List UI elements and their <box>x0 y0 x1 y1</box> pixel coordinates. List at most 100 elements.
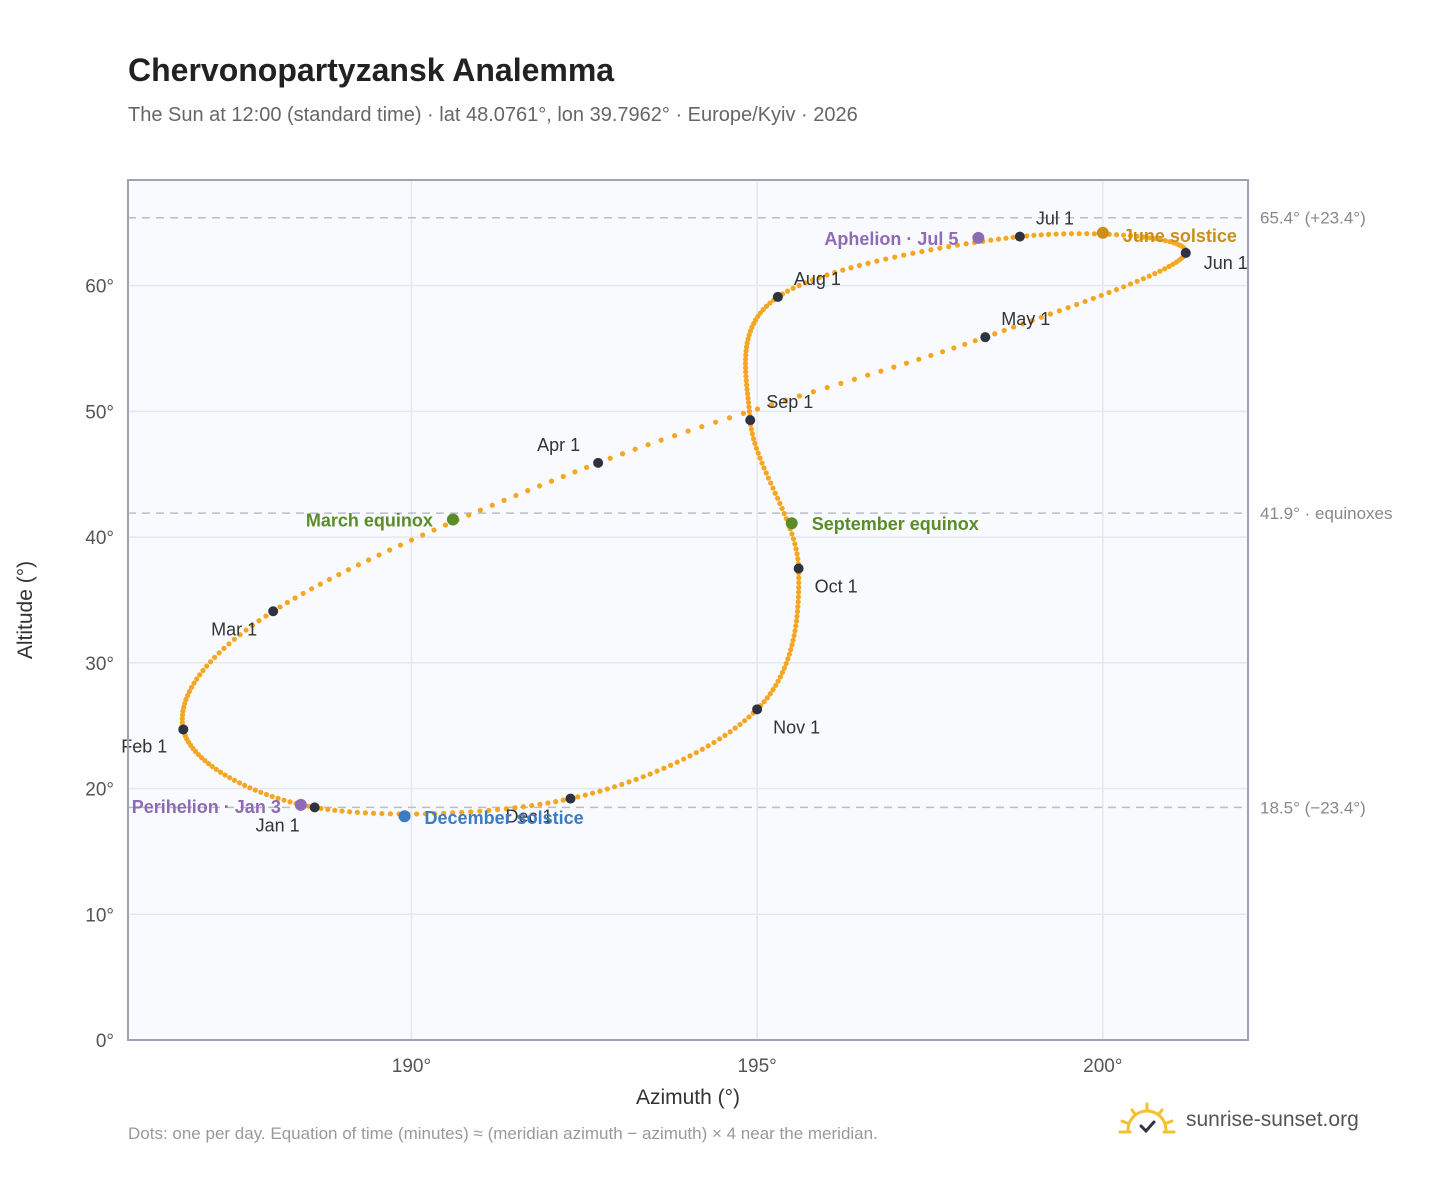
daily-dot <box>197 672 203 678</box>
daily-dot <box>339 808 345 814</box>
month-dot <box>1014 231 1025 242</box>
daily-dot <box>560 797 566 803</box>
daily-dot <box>740 410 747 416</box>
daily-dot <box>668 762 674 768</box>
daily-dot <box>397 542 404 548</box>
daily-dot <box>910 250 916 256</box>
daily-dot <box>770 485 776 491</box>
month-label: Feb 1 <box>121 736 167 756</box>
daily-dot <box>792 628 798 634</box>
daily-dot <box>263 791 270 798</box>
month-label: Jul 1 <box>1036 209 1074 229</box>
daily-dot <box>705 743 711 749</box>
daily-dot <box>732 725 738 731</box>
chart-title: Chervonopartyzansk Analemma <box>128 52 615 88</box>
daily-dot <box>572 469 578 475</box>
daily-dot <box>988 237 994 243</box>
daily-dot <box>757 455 763 461</box>
daily-dot <box>716 736 723 742</box>
brand[interactable]: sunrise-sunset.org <box>1118 1102 1359 1138</box>
daily-dot <box>768 402 775 408</box>
daily-dot <box>928 352 934 359</box>
daily-dot <box>742 356 749 362</box>
daily-dot <box>182 700 188 707</box>
daily-dot <box>583 464 590 470</box>
daily-dot <box>1146 273 1152 279</box>
daily-dot <box>582 792 588 798</box>
daily-dot <box>792 541 798 547</box>
brand-name: sunrise-sunset.org <box>1186 1108 1359 1131</box>
daily-dot <box>777 674 783 680</box>
month-label: Apr 1 <box>537 435 580 455</box>
daily-dot <box>1121 284 1127 290</box>
daily-dot <box>750 436 757 442</box>
daily-dot <box>992 331 998 337</box>
month-label: Sep 1 <box>766 392 813 412</box>
daily-dot <box>796 589 802 595</box>
daily-dot <box>783 660 789 667</box>
daily-dot <box>838 380 844 386</box>
daily-dot <box>501 497 507 503</box>
daily-dot <box>537 801 543 807</box>
daily-dot <box>772 490 778 496</box>
daily-dot <box>816 274 823 281</box>
daily-dot <box>790 285 796 291</box>
daily-dot <box>252 787 258 793</box>
x-axis-title: Azimuth (°) <box>636 1086 740 1109</box>
daily-dot <box>1127 233 1134 239</box>
daily-dot <box>745 336 751 342</box>
daily-dot <box>654 768 660 774</box>
daily-dot <box>794 551 800 557</box>
daily-dot <box>179 719 185 725</box>
daily-dot <box>209 763 215 770</box>
daily-dot <box>423 811 429 817</box>
daily-dot <box>258 789 264 795</box>
daily-dot <box>1074 301 1080 308</box>
daily-dot <box>903 360 910 366</box>
daily-dot <box>231 777 238 783</box>
event-dot <box>972 231 985 244</box>
daily-dot <box>1029 317 1035 324</box>
daily-dot <box>640 774 646 780</box>
event-label: March equinox <box>306 510 433 530</box>
daily-dot <box>575 794 581 800</box>
daily-dot <box>287 799 293 805</box>
daily-dot <box>726 415 733 421</box>
daily-dot <box>604 786 610 792</box>
daily-dot <box>1076 231 1082 237</box>
daily-dot <box>790 536 797 542</box>
daily-dot <box>790 637 796 643</box>
daily-dot <box>745 399 752 406</box>
daily-dot <box>1010 234 1016 240</box>
daily-dot <box>671 433 678 439</box>
daily-dot <box>995 236 1002 242</box>
month-dot <box>593 457 604 468</box>
daily-dot <box>793 546 799 552</box>
reference-line-label: 18.5° (−23.4°) <box>1260 798 1366 817</box>
month-dot <box>178 724 189 735</box>
daily-dot <box>951 345 957 351</box>
daily-dot <box>1084 231 1090 237</box>
daily-dot <box>231 636 237 642</box>
daily-dot <box>1134 278 1140 284</box>
daily-dot <box>794 608 801 615</box>
daily-dot <box>486 807 492 814</box>
daily-dot <box>355 562 362 568</box>
daily-dot <box>645 442 651 448</box>
month-label: Dec 1 <box>505 807 552 827</box>
daily-dot <box>1171 240 1177 246</box>
daily-dot <box>548 478 555 484</box>
daily-dot <box>687 753 693 759</box>
daily-dot <box>1091 231 1097 237</box>
daily-dot <box>753 445 760 451</box>
daily-dot <box>1038 314 1044 320</box>
daily-dot <box>207 659 214 665</box>
daily-dot <box>513 492 519 499</box>
daily-dot <box>746 332 752 338</box>
daily-dot <box>1031 232 1037 238</box>
daily-dot <box>789 531 795 537</box>
daily-dot <box>810 389 816 395</box>
daily-dot <box>1003 235 1009 241</box>
event-label: December solstice <box>425 808 584 828</box>
daily-dot <box>589 790 596 796</box>
